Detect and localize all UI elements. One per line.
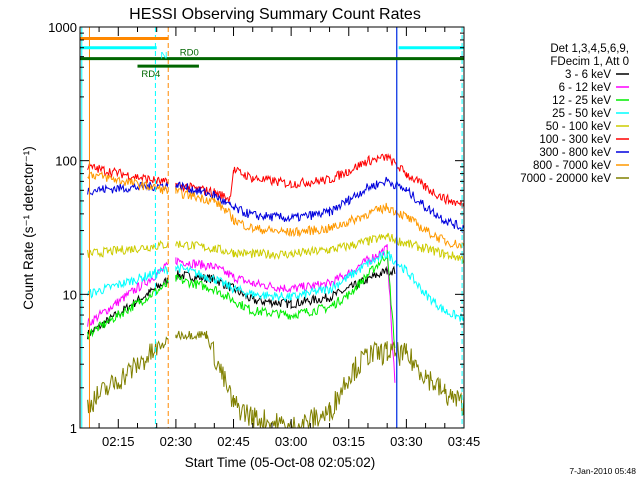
x-axis: 02:15 02:30 02:45 03:00 03:15 03:30 03:45 [98, 27, 481, 449]
y-tick-label: 10 [63, 287, 77, 302]
series-line-3 [87, 250, 396, 349]
legend-label-9: 7000 - 20000 keV [520, 173, 611, 185]
x-tick-label: 03:30 [390, 434, 423, 449]
series-line-8 [87, 171, 465, 249]
legend-label-6: 100 - 300 keV [539, 134, 611, 146]
flag-label-3: N [161, 51, 168, 62]
y-tick-label: 1 [70, 421, 77, 436]
y-tick-label: 1000 [48, 20, 77, 35]
x-tick-label: 02:15 [102, 434, 135, 449]
x-tick-label: 02:45 [217, 434, 250, 449]
legend-header-1: Det 1,3,4,5,6,9, [550, 43, 629, 55]
y-axis: 1 10 100 1000 [48, 20, 464, 436]
flag-label-1: RD0 [180, 48, 199, 59]
legend-label-1: 3 - 6 keV [565, 69, 611, 81]
legend-label-8: 800 - 7000 keV [533, 160, 611, 172]
x-axis-label: Start Time (05-Oct-08 02:05:02) [185, 455, 376, 470]
series-line-6 [87, 152, 465, 209]
legend-label-7: 300 - 800 keV [539, 147, 611, 159]
flag-label-2: RD4 [141, 69, 160, 80]
legend-label-4: 25 - 50 keV [552, 108, 611, 120]
y-axis-label: Count Rate (s⁻¹ detector⁻¹) [21, 146, 36, 310]
x-tick-label: 03:00 [275, 434, 308, 449]
series-line-4 [87, 250, 465, 322]
series-line-9 [87, 330, 465, 430]
legend: Det 1,3,4,5,6,9,FDecim 1, Att 03 - 6 keV… [520, 43, 629, 185]
series-line-5 [87, 232, 465, 265]
x-tick-label: 03:15 [332, 434, 365, 449]
legend-header-2: FDecim 1, Att 0 [550, 56, 629, 68]
y-tick-label: 100 [55, 154, 77, 169]
legend-label-2: 6 - 12 keV [559, 82, 612, 94]
x-tick-label: 03:45 [448, 434, 481, 449]
footer-date: 7-Jan-2010 05:48 [569, 466, 636, 476]
chart-title: HESSI Observing Summary Count Rates [129, 6, 421, 23]
series-line-2 [87, 244, 396, 383]
legend-label-3: 12 - 25 keV [552, 95, 611, 107]
x-tick-label: 02:30 [160, 434, 193, 449]
legend-label-5: 50 - 100 keV [546, 121, 612, 133]
